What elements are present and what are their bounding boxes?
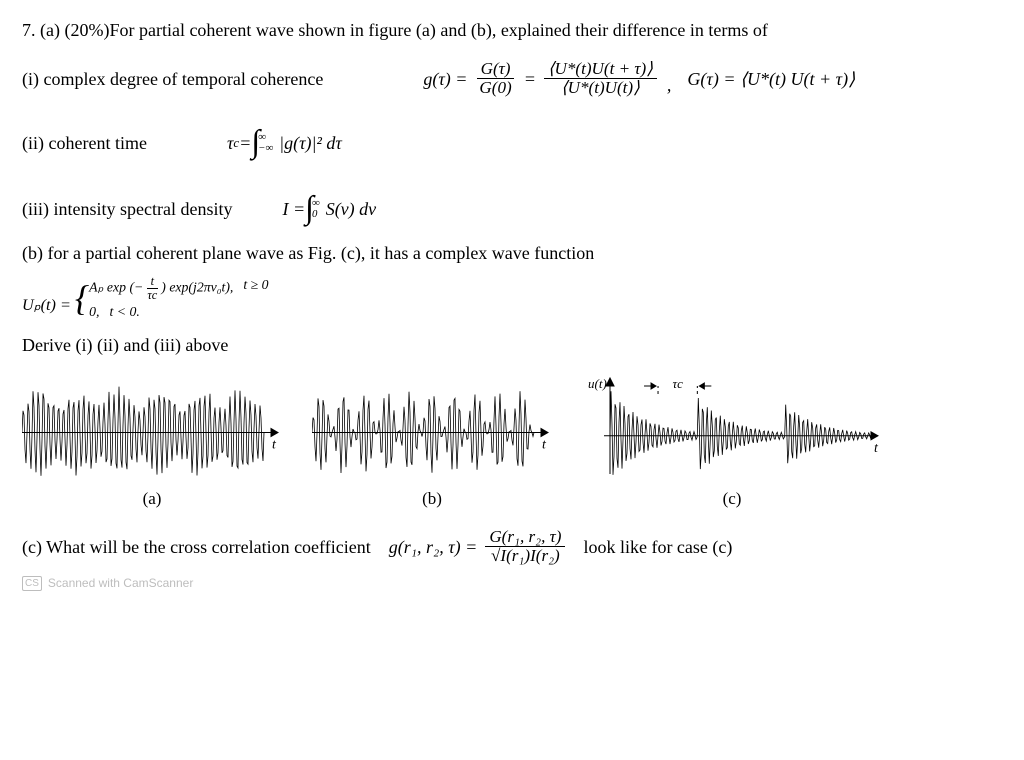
- brace-icon: {: [75, 284, 89, 313]
- eq-Up: Uₚ(t) = { Aₚ exp (−tτc) exp(j2πν₀t), t ≥…: [22, 275, 1002, 321]
- item-i: (i) complex degree of temporal coherence: [22, 67, 323, 91]
- g-lhs: g(τ) =: [423, 67, 467, 91]
- item-c-tail: look like for case (c): [583, 535, 732, 559]
- case1-den: τc: [143, 289, 161, 302]
- figure-b: t (b): [312, 372, 552, 511]
- Up-lhs: Uₚ(t) =: [22, 296, 75, 314]
- tauc-eq: =: [239, 131, 251, 155]
- frac-G-den: G(0): [475, 79, 515, 97]
- cs-badge: CS: [22, 576, 42, 592]
- gr-lhs: g(r₁, r₂, τ) =: [389, 535, 478, 559]
- eq-gr: g(r₁, r₂, τ) = G(r₁, r₂, τ) √I(r₁)I(r₂): [389, 528, 566, 565]
- figure-c: u(t) t τc (c): [582, 372, 882, 511]
- frac-G-num: G(τ): [477, 60, 515, 79]
- eq-g-tau: g(τ) = G(τ) G(0) = ⟨U*(t)U(t + τ)⟩ ⟨U*(t…: [423, 60, 855, 97]
- case1-num: t: [147, 275, 158, 289]
- gr-num: G(r₁, r₂, τ): [485, 528, 565, 547]
- camscanner-watermark: CS Scanned with CamScanner: [22, 575, 1002, 591]
- figure-a: t (a): [22, 372, 282, 511]
- svg-text:t: t: [272, 437, 277, 452]
- frac-U-num: ⟨U*(t)U(t + τ)⟩: [544, 60, 657, 79]
- frac-U: ⟨U*(t)U(t + τ)⟩ ⟨U*(t)U(t)⟩: [544, 60, 657, 97]
- case1-b: exp(j2πν₀t),: [169, 280, 233, 295]
- comma: ,: [667, 73, 672, 97]
- eq-tauc: τc = ∫ ∞−∞ |g(τ)|² dτ: [227, 121, 342, 165]
- gr-den: √I(r₁)I(r₂): [487, 547, 564, 565]
- item-c: (c) What will be the cross correlation c…: [22, 535, 371, 559]
- svg-text:t: t: [542, 437, 547, 452]
- fig-a-label: (a): [143, 488, 162, 511]
- eq-I: I = ∫ ∞0 S(ν) dν: [282, 187, 376, 231]
- svg-text:u(t): u(t): [588, 376, 607, 391]
- G-def: G(τ) = ⟨U*(t) U(t + τ)⟩: [687, 67, 855, 91]
- svg-text:t: t: [874, 440, 879, 455]
- frac-G: G(τ) G(0): [475, 60, 515, 97]
- wave-a-svg: t: [22, 372, 282, 482]
- case2-cond: t < 0.: [110, 302, 140, 321]
- int-lo-1: −∞: [258, 143, 273, 154]
- svg-text:τc: τc: [672, 376, 683, 391]
- I-integrand: S(ν) dν: [326, 197, 376, 221]
- frac-U-den: ⟨U*(t)U(t)⟩: [557, 79, 644, 97]
- wave-b-svg: t: [312, 372, 552, 482]
- fig-b-label: (b): [422, 488, 442, 511]
- item-ii: (ii) coherent time: [22, 131, 147, 155]
- fig-c-label: (c): [723, 488, 742, 511]
- case1-cond: t ≥ 0: [243, 275, 268, 302]
- integral-tauc: ∫ ∞−∞: [251, 121, 273, 165]
- I-lhs: I =: [282, 197, 305, 221]
- case1-a: Aₚ exp: [89, 280, 126, 295]
- watermark-text: Scanned with CamScanner: [48, 575, 193, 591]
- case2-a: 0,: [89, 302, 99, 321]
- derive-text: Derive (i) (ii) and (iii) above: [22, 333, 1002, 357]
- question-intro: 7. (a) (20%)For partial coherent wave sh…: [22, 18, 1002, 42]
- item-b: (b) for a partial coherent plane wave as…: [22, 241, 1002, 265]
- item-iii: (iii) intensity spectral density: [22, 197, 232, 221]
- eq-equals: =: [524, 67, 536, 91]
- figures-row: t (a) t (b) u(t) t τc (c): [22, 372, 1002, 511]
- wave-c-svg: u(t) t τc: [582, 372, 882, 482]
- integral-I: ∫ ∞0: [305, 187, 320, 231]
- tauc-integrand: |g(τ)|² dτ: [279, 131, 342, 155]
